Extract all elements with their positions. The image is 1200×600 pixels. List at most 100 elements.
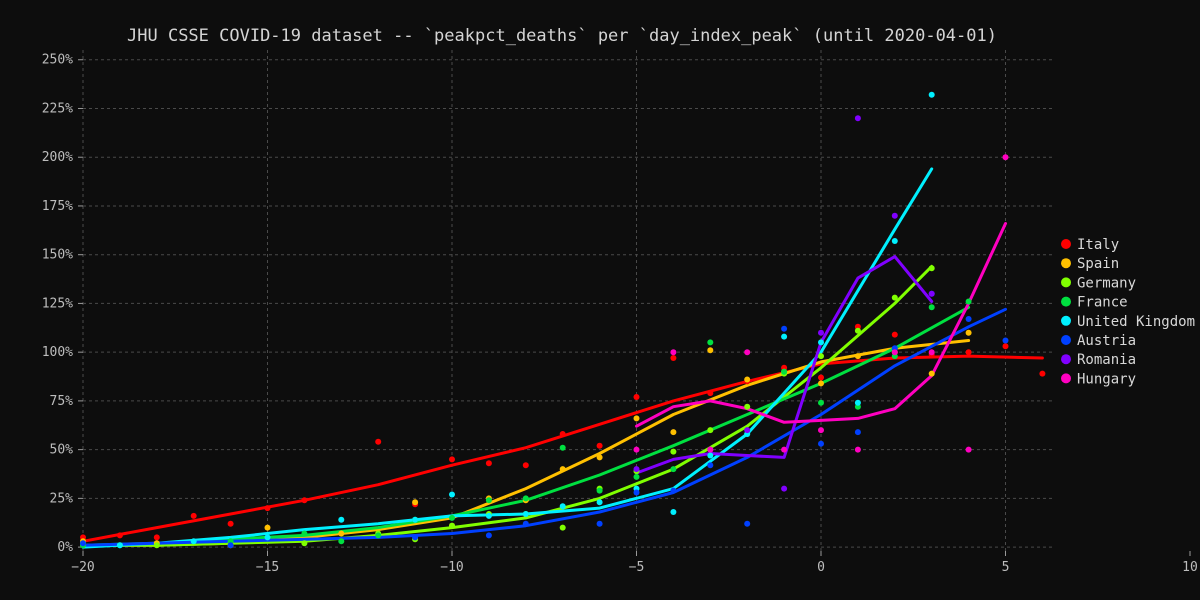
data-point-germany <box>301 540 308 547</box>
x-tick-label: 0 <box>817 560 825 575</box>
data-point-romania <box>781 485 788 492</box>
data-point-spain <box>559 466 566 473</box>
data-point-france <box>485 497 492 504</box>
data-point-hungary <box>781 446 788 453</box>
data-point-united-kingdom <box>449 491 455 498</box>
data-point-austria <box>485 532 492 539</box>
legend-label: Italy <box>1077 237 1119 253</box>
data-point-united-kingdom <box>485 512 492 519</box>
data-point-romania <box>633 466 640 473</box>
x-tick-label: 5 <box>1002 560 1010 575</box>
y-tick-label: 75% <box>50 394 74 409</box>
trend-line-hungary <box>635 222 1007 428</box>
data-point-spain <box>264 524 271 531</box>
data-point-italy <box>670 355 677 361</box>
data-point-hungary <box>928 349 935 356</box>
trend-lines <box>81 167 1044 549</box>
data-point-hungary <box>818 427 824 434</box>
trend-line-austria <box>81 307 1007 547</box>
legend-marker <box>1061 373 1071 384</box>
legend-item-united-kingdom: United Kingdom <box>1061 314 1195 330</box>
grid <box>82 50 1055 551</box>
legend-item-romania: Romania <box>1061 352 1136 368</box>
legend-label: United Kingdom <box>1077 314 1195 330</box>
data-point-united-kingdom <box>190 538 197 545</box>
data-point-austria <box>744 520 751 527</box>
y-tick-label: 0% <box>57 540 73 555</box>
data-point-hungary <box>891 349 898 356</box>
data-point-germany <box>449 522 455 529</box>
y-tick-label: 125% <box>42 296 73 311</box>
data-point-united-kingdom <box>559 503 566 510</box>
data-point-united-kingdom <box>781 333 788 340</box>
data-point-spain <box>707 347 714 354</box>
data-point-hungary <box>1002 154 1009 161</box>
legend-marker <box>1061 296 1071 307</box>
data-point-romania <box>744 427 751 434</box>
legend-marker <box>1061 315 1071 326</box>
data-point-france <box>449 514 455 521</box>
y-tick-label: 50% <box>50 443 74 458</box>
data-point-austria <box>854 429 861 436</box>
data-point-germany <box>744 403 751 410</box>
data-point-romania <box>854 115 861 122</box>
data-point-romania <box>891 212 898 219</box>
legend-label: Austria <box>1077 333 1136 349</box>
y-tick-label: 150% <box>42 248 73 263</box>
legend-label: Germany <box>1077 275 1136 291</box>
data-point-united-kingdom <box>818 339 824 346</box>
legend-label: France <box>1077 295 1128 311</box>
y-tick-label: 100% <box>42 345 73 360</box>
y-tick-label: 25% <box>50 491 74 506</box>
data-point-france <box>596 487 603 494</box>
data-point-hungary <box>965 446 972 453</box>
trend-line-romania <box>635 255 934 475</box>
data-point-hungary <box>854 446 861 453</box>
data-point-austria <box>781 325 788 332</box>
data-point-united-kingdom <box>707 452 714 459</box>
data-point-france <box>670 466 677 473</box>
legend-marker <box>1061 258 1071 269</box>
data-point-italy <box>633 394 640 400</box>
data-point-hungary <box>670 349 677 356</box>
data-point-austria <box>633 489 640 496</box>
data-point-austria <box>80 540 86 547</box>
data-point-germany <box>818 353 824 360</box>
data-point-italy <box>559 431 566 437</box>
y-tick-label: 200% <box>42 150 73 165</box>
data-point-united-kingdom <box>596 499 603 506</box>
data-point-germany <box>928 265 935 272</box>
x-tick-label: −15 <box>256 560 279 575</box>
legend-label: Romania <box>1077 352 1136 368</box>
legend-item-austria: Austria <box>1061 333 1136 349</box>
data-point-germany <box>153 542 160 549</box>
data-point-spain <box>633 415 640 422</box>
data-point-austria <box>818 440 824 447</box>
data-point-italy <box>485 460 492 467</box>
data-point-spain <box>596 454 603 461</box>
trend-line-france <box>81 305 971 547</box>
data-point-hungary <box>633 446 640 453</box>
data-point-united-kingdom <box>670 509 677 515</box>
data-point-austria <box>1002 337 1009 344</box>
data-point-italy <box>449 456 455 463</box>
x-tick-label: 10 <box>1182 560 1198 575</box>
data-point-germany <box>559 524 566 531</box>
data-point-austria <box>596 520 603 527</box>
data-point-germany <box>891 294 898 301</box>
data-point-hungary <box>707 446 714 453</box>
data-point-italy <box>301 497 308 504</box>
data-point-italy <box>891 331 898 338</box>
legend-marker <box>1061 335 1071 345</box>
data-point-austria <box>670 487 677 494</box>
y-tick-label: 225% <box>42 101 73 116</box>
data-point-france <box>301 530 308 537</box>
data-point-romania <box>928 290 935 297</box>
chart-title: JHU CSSE COVID-19 dataset -- `peakpct_de… <box>127 26 997 46</box>
data-point-france <box>707 339 714 346</box>
data-point-italy <box>818 374 824 381</box>
data-point-italy <box>190 512 197 519</box>
x-tick-label: −10 <box>440 560 463 575</box>
data-point-italy <box>375 438 382 445</box>
